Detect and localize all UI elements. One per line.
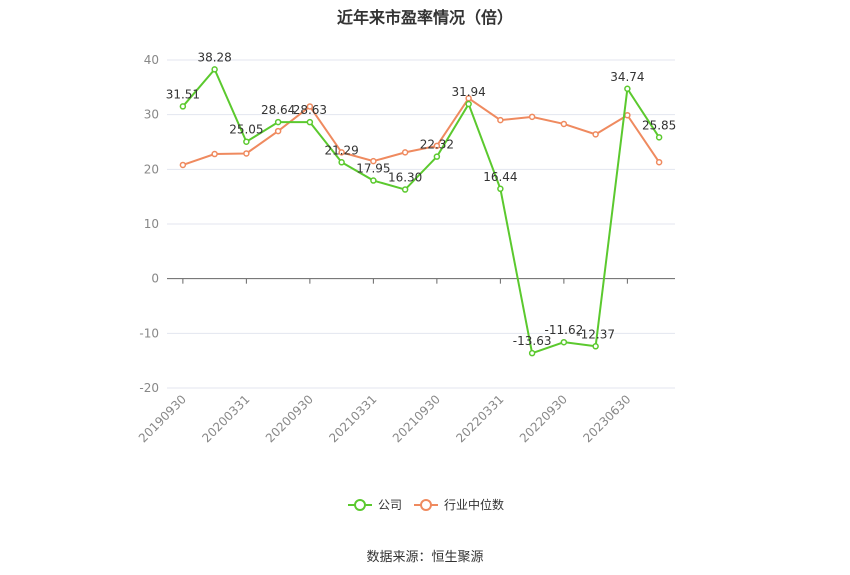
data-label: 28.64 bbox=[261, 103, 295, 117]
legend-marker bbox=[354, 499, 366, 511]
data-point bbox=[211, 150, 218, 158]
data-point bbox=[306, 118, 314, 126]
data-label: 21.29 bbox=[324, 143, 358, 157]
legend: 公司 行业中位数 bbox=[348, 497, 504, 512]
data-point bbox=[179, 161, 187, 169]
data-label: 17.95 bbox=[356, 162, 390, 176]
data-point bbox=[560, 120, 568, 128]
data-point bbox=[655, 158, 663, 166]
data-label: 31.94 bbox=[451, 85, 485, 99]
chart-title: 近年来市盈率情况（倍） bbox=[336, 8, 513, 27]
data-point bbox=[433, 153, 441, 160]
y-tick-label: 40 bbox=[144, 53, 159, 67]
data-point bbox=[465, 95, 472, 102]
x-tick-label: 20200331 bbox=[199, 392, 252, 445]
data-label: 22.32 bbox=[420, 138, 454, 152]
data-point bbox=[528, 349, 536, 357]
x-tick-label: 20210331 bbox=[326, 392, 379, 445]
data-label: 16.44 bbox=[483, 170, 517, 184]
data-source: 数据来源：恒生聚源 bbox=[366, 550, 484, 565]
y-tick-label: -10 bbox=[139, 326, 159, 340]
data-point bbox=[465, 100, 472, 108]
data-point bbox=[370, 157, 377, 165]
data-point bbox=[592, 131, 599, 138]
series-line bbox=[182, 67, 660, 355]
data-point bbox=[624, 85, 631, 93]
data-label: 31.51 bbox=[166, 87, 200, 101]
legend-marker bbox=[420, 499, 432, 511]
data-point bbox=[433, 142, 441, 150]
y-tick-label: 30 bbox=[144, 108, 159, 122]
x-tick-label: 20230630 bbox=[580, 392, 633, 445]
x-tick-label: 20220930 bbox=[517, 392, 570, 445]
data-point bbox=[497, 185, 504, 193]
data-label: 16.30 bbox=[388, 171, 422, 185]
data-point bbox=[528, 113, 536, 121]
legend-label: 行业中位数 bbox=[444, 497, 504, 512]
legend-label: 公司 bbox=[378, 498, 402, 512]
data-point bbox=[274, 118, 282, 126]
x-tick-label: 20220331 bbox=[453, 392, 506, 445]
y-tick-label: 0 bbox=[151, 272, 159, 286]
y-tick-label: 20 bbox=[144, 162, 159, 176]
data-label: -12.37 bbox=[576, 327, 615, 341]
x-tick-label: 20200930 bbox=[263, 392, 316, 445]
data-point bbox=[401, 149, 409, 156]
data-point bbox=[274, 127, 282, 135]
data-point bbox=[243, 150, 250, 157]
data-point bbox=[497, 116, 504, 124]
y-tick-label: 10 bbox=[144, 217, 159, 231]
data-label: -13.63 bbox=[513, 334, 552, 348]
data-point bbox=[560, 338, 568, 346]
data-point bbox=[401, 186, 409, 193]
data-point bbox=[624, 111, 631, 119]
x-tick-label: 20210930 bbox=[390, 392, 443, 445]
data-label: 28.63 bbox=[293, 103, 327, 117]
data-label: 25.05 bbox=[229, 123, 263, 137]
data-label: -11.62 bbox=[545, 323, 584, 337]
data-point bbox=[306, 103, 314, 110]
series-layer bbox=[179, 66, 663, 357]
data-label: 38.28 bbox=[197, 50, 231, 64]
grid-layer bbox=[167, 59, 675, 389]
data-point bbox=[338, 159, 345, 166]
y-tick-label: -20 bbox=[139, 381, 159, 395]
data-label: 34.74 bbox=[610, 70, 644, 84]
data-point bbox=[592, 343, 599, 350]
data-point bbox=[370, 177, 377, 184]
series-line bbox=[182, 96, 660, 166]
data-label: 25.85 bbox=[642, 118, 676, 132]
data-point bbox=[211, 66, 218, 73]
x-tick-label: 20190930 bbox=[136, 392, 189, 445]
data-point bbox=[179, 103, 187, 110]
data-point bbox=[243, 138, 250, 145]
data-point bbox=[338, 149, 345, 156]
data-point bbox=[655, 134, 663, 141]
